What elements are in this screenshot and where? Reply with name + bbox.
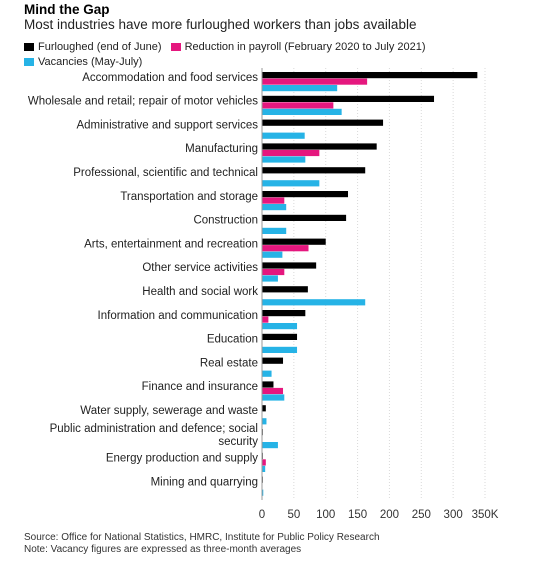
category-label: Water supply, sewerage and waste [80, 405, 258, 417]
source-note: Source: Office for National Statistics, … [24, 532, 380, 543]
bar-reduction [262, 149, 320, 157]
x-tick-label: 100 [316, 509, 335, 521]
category-label: Accommodation and food services [82, 72, 258, 84]
x-tick-label: 300 [444, 509, 463, 521]
bar-vacancies [262, 418, 267, 425]
category-label: Information and communication [98, 310, 258, 322]
bar-vacancies [262, 204, 287, 211]
category-label: Real estate [200, 357, 258, 369]
bar-furloughed [262, 381, 274, 388]
bar-furloughed [262, 333, 298, 340]
bar-vacancies [262, 394, 285, 401]
bar-furloughed [262, 286, 308, 293]
bar-vacancies [262, 370, 272, 377]
x-tick-label: 0 [259, 509, 265, 521]
bar-furloughed [262, 119, 384, 126]
chart-title: Mind the Gap [24, 2, 110, 17]
chart-legend: Furloughed (end of June) Reduction in pa… [24, 40, 524, 70]
category-label: Health and social work [142, 286, 258, 298]
legend-item-vacancies: Vacancies (May-July) [24, 55, 142, 69]
bar-reduction [262, 268, 285, 276]
bar-vacancies [262, 299, 366, 306]
bar-vacancies [262, 251, 283, 258]
chart-footer: Source: Office for National Statistics, … [24, 532, 380, 556]
bar-furloughed [262, 357, 284, 364]
bar-vacancies [262, 346, 298, 353]
x-tick-label: 250 [412, 509, 431, 521]
category-label: Transportation and storage [120, 191, 258, 203]
legend-swatch-reduction [170, 43, 181, 51]
bar-vacancies [262, 85, 338, 92]
category-label: Public administration and defence; socia… [50, 423, 259, 448]
category-label: Wholesale and retail; repair of motor ve… [28, 96, 258, 108]
bar-reduction [262, 78, 368, 85]
bar-furloughed [262, 262, 317, 269]
bar-reduction [262, 245, 309, 252]
bar-reduction [262, 316, 269, 323]
legend-swatch-furloughed [24, 43, 34, 51]
chart-subtitle: Most industries have more furloughed wor… [24, 17, 417, 32]
bar-furloughed [262, 214, 347, 221]
category-label: Energy production and supply [106, 453, 258, 465]
bar-chart: Accommodation and food services Wholesale… [28, 68, 499, 521]
bar-vacancies [262, 156, 306, 163]
bar-vacancies [262, 275, 278, 282]
category-label: Finance and insurance [142, 381, 258, 393]
category-label: Administrative and support services [76, 119, 258, 131]
bar-reduction [262, 102, 334, 109]
bar-furloughed [262, 310, 306, 317]
bar-vacancies [262, 132, 305, 139]
bar-reduction [262, 387, 284, 395]
bar-furloughed [262, 238, 326, 245]
x-tick-label: 50 [287, 509, 300, 521]
legend-label-vacancies: Vacancies (May-July) [38, 56, 143, 68]
category-label: Arts, entertainment and recreation [84, 238, 258, 250]
bar-furloughed [262, 72, 478, 79]
bar-reduction [262, 459, 266, 466]
bar-vacancies [262, 489, 264, 496]
vacancy-note: Note: Vacancy figures are expressed as t… [24, 544, 302, 555]
legend-label-furloughed: Furloughed (end of June) [38, 41, 162, 53]
legend-label-reduction: Reduction in payroll (February 2020 to J… [184, 41, 426, 53]
bar-vacancies [262, 442, 278, 449]
bar-furloughed [262, 95, 435, 102]
bar-furloughed [262, 143, 377, 150]
x-tick-label: 200 [380, 509, 399, 521]
bar-reduction [262, 197, 285, 204]
bar-furloughed [262, 167, 366, 174]
x-tick-label: 150 [348, 509, 367, 521]
legend-item-reduction: Reduction in payroll (February 2020 to J… [170, 40, 426, 54]
category-label: Mining and quarrying [151, 476, 258, 488]
bar-vacancies [262, 465, 266, 472]
bar-vacancies [262, 180, 320, 187]
category-label: Manufacturing [185, 143, 258, 155]
category-label: Education [207, 334, 258, 346]
x-tick-label: 350K [472, 509, 499, 521]
legend-item-furloughed: Furloughed (end of June) [24, 40, 162, 54]
category-label: Other service activities [142, 262, 258, 274]
bar-vacancies [262, 227, 287, 234]
bar-furloughed [262, 191, 349, 198]
bar-vacancies [262, 323, 298, 330]
legend-swatch-vacancies [24, 58, 34, 66]
bar-vacancies [262, 108, 342, 115]
bar-furloughed [262, 405, 266, 412]
category-label: Professional, scientific and technical [73, 167, 258, 179]
category-label: Construction [193, 215, 258, 227]
